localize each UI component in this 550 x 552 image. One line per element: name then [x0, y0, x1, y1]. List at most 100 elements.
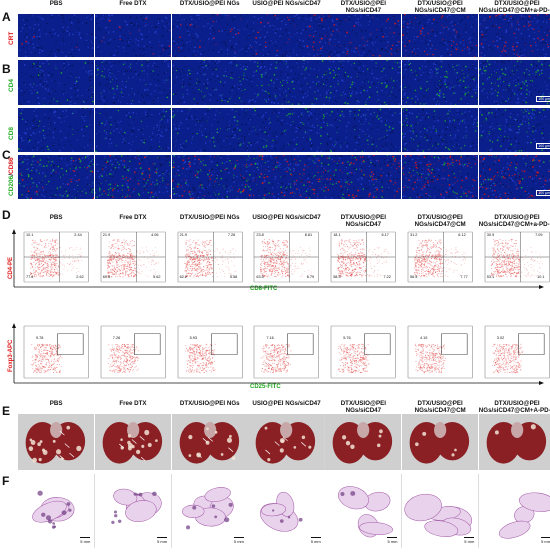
lung-photo-2 — [171, 414, 248, 470]
he-section-5: 5 mm — [402, 474, 480, 548]
flow-col-header-3: USIO@PEI NGs/siCD47 — [252, 214, 321, 221]
row-label-cd206-cd86: CD206/CD86 — [8, 157, 15, 196]
flow-treg-value: 4.19 — [420, 336, 428, 340]
panel-letter-b: B — [2, 62, 11, 76]
flow-plot-cd4-cd8-0: 10.1 2.44 77.6 2.62 — [23, 231, 89, 283]
flow-quadrant-value: 18.1 — [333, 233, 341, 237]
flow-quadrant-value: 58.5 — [333, 275, 341, 279]
if-tile-cd8-6: 100 μm — [478, 108, 550, 152]
he-scalebar-2: 5 mm — [233, 537, 244, 544]
if-tile-crt-6 — [478, 14, 550, 57]
flow-quadrant-value: 10.1 — [537, 275, 545, 279]
flow-quadrant-value: 4.06 — [151, 233, 159, 237]
if-tile-cd8-0 — [18, 108, 95, 152]
flow-quadrant-value: 7.22 — [383, 275, 391, 279]
panel-letter-c: C — [2, 148, 11, 162]
if-tile-crt-1 — [94, 14, 172, 57]
if-tile-cd4-6: 100 μm — [478, 60, 550, 105]
photo-col-header-3: USIO@PEI NGs/siCD47 — [252, 400, 321, 407]
if-tile-cd8-5 — [402, 108, 479, 152]
he-section-6: 5 mm — [478, 474, 550, 548]
if-tile-crt-4 — [325, 14, 402, 57]
flow-col-header-6: DTX/USIO@PEI NGs/siCD47@CM+a-PD-L1 — [478, 214, 550, 228]
flow-plot-treg-3: 7.16 — [254, 325, 319, 379]
flow-plot-treg-5: 4.19 — [407, 325, 473, 379]
flow-quadrant-value: 21.9 — [179, 233, 187, 237]
if-col-header-4: DTX/USIO@PEI NGs/siCD47 — [340, 0, 386, 14]
flow-quadrant-value: 7.77 — [460, 275, 468, 279]
photo-col-header-1: Free DTX — [119, 400, 147, 407]
photo-col-header-5: DTX/USIO@PEI NGs/siCD47@CM — [414, 400, 466, 414]
flow-quadrant-value: 69.6 — [102, 275, 111, 279]
scalebar-cd8: 100 μm — [536, 143, 550, 149]
he-section-1: 5 mm — [94, 474, 173, 548]
row-label-separator: / — [8, 173, 15, 176]
if-tile-cd206-cd86-5 — [402, 155, 479, 199]
scalebar-cd206-cd86: 100 μm — [536, 190, 550, 196]
flow-quadrant-value: 31.2 — [410, 233, 418, 237]
he-scalebar-1: 5 mm — [157, 537, 168, 544]
flow-treg-value: 7.26 — [112, 336, 121, 340]
if-tile-cd206-cd86-6: 100 μm — [478, 155, 550, 199]
if-tile-cd4-3 — [248, 60, 325, 105]
if-tile-cd206-cd86-1 — [94, 155, 172, 199]
flow-treg-value: 7.16 — [266, 336, 274, 340]
he-section-3: 5 mm — [248, 474, 326, 548]
flow-quadrant-value: 7.09 — [535, 233, 543, 237]
flow-quadrant-value: 2.62 — [76, 275, 84, 279]
flow-quadrant-value: 6.12 — [458, 233, 466, 237]
if-tile-cd4-4 — [325, 60, 402, 105]
if-tile-cd8-1 — [94, 108, 172, 152]
flow-quadrant-value: 63.5 — [256, 275, 264, 279]
if-tile-cd206-cd86-2 — [171, 155, 248, 199]
if-col-header-1: Free DTX — [119, 0, 147, 7]
if-tile-cd4-5 — [402, 60, 479, 105]
photo-col-header-4: DTX/USIO@PEI NGs/siCD47 — [340, 400, 386, 414]
flow-plot-treg-2: 5.93 — [177, 325, 243, 379]
flow-treg-value: 9.78 — [36, 336, 44, 340]
row-label-cd4: CD4 — [8, 78, 15, 92]
flow-quadrant-value: 62.2 — [179, 275, 187, 279]
he-section-2: 5 mm — [171, 474, 249, 548]
flow-quadrant-value: 56.5 — [410, 275, 418, 279]
flow-quadrant-value: 77.6 — [26, 275, 34, 279]
scalebar-cd4: 100 μm — [536, 96, 550, 102]
he-scalebar-5: 5 mm — [464, 537, 475, 544]
photo-col-header-2: DTX/USIO@PEI NGs — [179, 400, 240, 407]
flow-plot-treg-4: 5.76 — [330, 325, 396, 379]
row-label-crt: CRT — [8, 31, 15, 45]
flow-treg-value: 5.93 — [189, 336, 197, 340]
lung-photo-4 — [325, 414, 402, 470]
he-section-0: 5 mm — [18, 474, 96, 548]
if-tile-crt-5 — [402, 14, 479, 57]
row-label-cd206: CD206 — [8, 175, 15, 196]
flow-quadrant-value: 10.1 — [26, 233, 34, 237]
flow-quadrant-value: 5.58 — [229, 275, 238, 279]
photo-col-header-0: PBS — [49, 400, 63, 407]
flow-quadrant-value: 30.9 — [486, 233, 495, 237]
flow-plot-cd4-cd8-1: 21.9 4.06 69.6 5.62 — [100, 231, 166, 283]
if-col-header-0: PBS — [49, 0, 63, 7]
lung-photo-0 — [18, 414, 95, 470]
flow-col-header-4: DTX/USIO@PEI NGs/siCD47 — [340, 214, 386, 228]
if-tile-crt-0 — [18, 14, 95, 57]
flow-plot-cd4-cd8-6: 30.9 7.09 53.1 10.1 — [484, 231, 550, 283]
lung-photo-6 — [478, 414, 550, 470]
if-tile-cd4-0 — [18, 60, 95, 105]
flow-col-header-2: DTX/USIO@PEI NGs — [179, 214, 240, 221]
flow-quadrant-value: 53.1 — [486, 275, 495, 279]
he-scalebar-0: 5 mm — [80, 537, 91, 544]
flow-y-label-foxp3: Foxp3-APC — [8, 339, 14, 372]
row-label-cd8: CD8 — [8, 126, 15, 140]
panel-letter-f: F — [2, 474, 10, 488]
if-col-header-5: DTX/USIO@PEI NGs/siCD47@CM — [414, 0, 466, 14]
panel-letter-a: A — [2, 10, 11, 24]
he-scalebar-3: 5 mm — [310, 537, 321, 544]
flow-y-label-cd4: CD4-PE — [8, 256, 14, 279]
if-tile-cd8-4 — [325, 108, 402, 152]
he-section-4: 5 mm — [325, 474, 403, 548]
if-tile-crt-3 — [248, 14, 325, 57]
flow-quadrant-value: 6.17 — [381, 233, 389, 237]
flow-x-label-cd25: CD25-FITC — [250, 384, 281, 390]
flow-quadrant-value: 21.9 — [102, 233, 111, 237]
